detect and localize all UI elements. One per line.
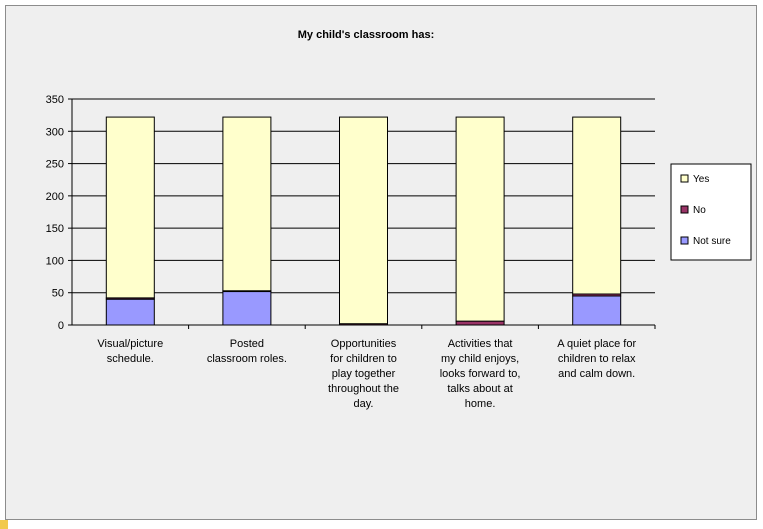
bar-segment-not-sure [572,295,622,326]
bar-segment-yes [105,116,155,299]
legend-swatch [680,205,689,214]
corner-accent [0,520,8,529]
y-axis: 0 50 100 150 200 250 300 350 [46,94,656,332]
legend-swatch [680,236,689,245]
x-tick-label: A quiet place for children to relax and ca… [557,338,636,380]
y-tick-label: 50 [52,288,64,300]
bar-segment-no [455,320,505,326]
bar-segment-yes [222,116,272,292]
legend: Yes No Not sure [670,163,752,261]
y-tick-label: 350 [46,94,64,106]
x-tick-label: Activities that my child enjoys, looks for… [440,338,521,410]
legend-label: Yes [693,174,709,185]
bar-segment-not-sure [222,290,272,326]
legend-label: No [693,205,706,216]
legend-label: Not sure [693,236,731,247]
chart-title: My child's classroom has: [298,29,435,41]
x-tick-label: Visual/picture schedule. [97,338,163,365]
y-tick-label: 200 [46,191,64,203]
bar-segment-not-sure [105,298,155,326]
bar-segment-yes [572,116,622,295]
bar-segment-yes [455,116,505,322]
legend-swatch [680,174,689,183]
y-tick-label: 0 [58,320,64,332]
y-tick-label: 300 [46,126,64,138]
y-tick-label: 250 [46,159,64,171]
bars [105,116,622,326]
y-tick-label: 150 [46,223,64,235]
x-tick-label: Opportunities for children to play togethe… [328,338,399,410]
x-tick-label: Posted classroom roles. [207,338,287,365]
bar-segment-yes [339,116,388,325]
x-axis-labels: Visual/picture schedule. Posted classroom r… [97,338,636,410]
y-tick-label: 100 [46,255,64,267]
